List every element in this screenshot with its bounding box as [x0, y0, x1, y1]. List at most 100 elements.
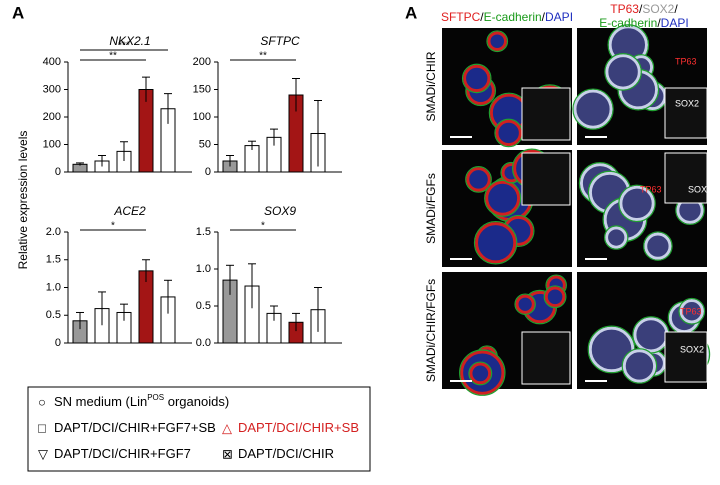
row-label: SMADi/CHIR — [424, 51, 438, 121]
inset-label: SOX2 — [688, 184, 712, 194]
y-tick-label: 1.5 — [196, 226, 211, 238]
cell-membrane — [618, 184, 656, 223]
cell-cluster — [633, 317, 669, 353]
cell-membrane — [643, 231, 673, 261]
cell-cluster — [487, 31, 508, 51]
image-header-part: DAPI — [661, 16, 689, 30]
cell-membrane — [484, 179, 522, 217]
y-tick-label: 100 — [193, 111, 211, 123]
significance-label: ** — [259, 51, 267, 62]
legend-label-part: organoids) — [164, 394, 229, 409]
panel-letter: A — [405, 3, 417, 22]
y-axis-label: Relative expression levels — [16, 131, 30, 270]
y-tick-label: 100 — [43, 138, 61, 150]
panel-letter: A — [12, 3, 24, 22]
cell-membrane — [486, 30, 509, 53]
y-tick-label: 200 — [193, 56, 211, 68]
legend-label: DAPT/DCI/CHIR+FGF7 — [54, 446, 191, 461]
cell-membrane — [473, 220, 518, 265]
cell-cluster — [605, 226, 628, 249]
cell-cluster — [469, 362, 492, 385]
y-tick-label: 0 — [55, 166, 61, 178]
legend-label: SN medium (LinPOS organoids) — [54, 393, 229, 409]
inset-label: TP63 — [680, 306, 702, 316]
inset-label: SOX2 — [680, 344, 704, 354]
cell-cluster — [466, 167, 491, 192]
cell-membrane — [465, 166, 492, 193]
y-tick-label: 0.5 — [46, 309, 61, 321]
inset — [664, 331, 708, 383]
cell-membrane — [514, 293, 536, 315]
significance-label: * — [111, 221, 115, 232]
inset — [521, 331, 571, 385]
legend-label-part: DAPT/DCI/CHIR+SB — [238, 420, 359, 435]
inset — [664, 152, 708, 204]
y-tick-label: 400 — [43, 56, 61, 68]
y-tick-label: 0.0 — [196, 337, 211, 349]
image-header-part: / — [480, 10, 484, 24]
legend-symbol: △ — [222, 420, 232, 435]
row-label: SMADi/FGFs — [424, 173, 438, 244]
inset-label: TP63 — [640, 184, 662, 194]
legend-label-part: POS — [147, 393, 164, 402]
legend-label-part: SN medium (Lin — [54, 394, 147, 409]
significance-label: * — [261, 221, 265, 232]
image-header-part: E-cadherin — [599, 16, 657, 30]
cell-membrane — [604, 53, 642, 91]
legend-label: DAPT/DCI/CHIR+FGF7+SB — [54, 420, 216, 435]
cell-cluster — [495, 119, 522, 147]
legend-label-part: DAPT/DCI/CHIR — [238, 446, 334, 461]
cell-cluster — [679, 299, 705, 324]
legend-box — [27, 386, 371, 472]
cell-membrane — [468, 361, 493, 386]
image-header-part: E-cadherin — [484, 10, 542, 24]
chart-title: SOX9 — [264, 204, 296, 218]
inset — [521, 87, 571, 141]
cell-cluster — [622, 349, 657, 383]
cell-cluster — [619, 185, 655, 222]
legend-symbol: ▽ — [38, 446, 48, 461]
cell-membrane — [543, 285, 567, 309]
row-label: SMADi/CHIR/FGFs — [424, 279, 438, 382]
cell-membrane — [621, 348, 658, 384]
image-header-part: / — [639, 2, 643, 16]
legend-label: DAPT/DCI/CHIR+SB — [238, 420, 359, 435]
cell-cluster — [644, 232, 672, 260]
y-tick-label: 1.0 — [196, 263, 211, 275]
cell-membrane — [461, 63, 492, 94]
image-header-part: DAPI — [545, 10, 573, 24]
image-header-part: / — [542, 10, 546, 24]
chart-title: ACE2 — [113, 204, 146, 218]
legend-symbol: ⊠ — [222, 446, 233, 461]
y-tick-label: 200 — [43, 111, 61, 123]
y-tick-label: 0.5 — [196, 300, 211, 312]
legend-symbol: ○ — [38, 394, 46, 409]
cell-membrane — [603, 225, 629, 250]
cell-cluster — [605, 54, 641, 90]
legend-symbol: □ — [38, 420, 46, 435]
y-tick-label: 1.0 — [46, 281, 61, 293]
y-tick-label: 50 — [199, 138, 211, 150]
image-header-part: SOX2 — [642, 2, 674, 16]
image-header: E-cadherin/DAPI — [599, 16, 688, 30]
image-header: SFTPC/E-cadherin/DAPI — [441, 10, 573, 24]
image-header: TP63/SOX2/ — [610, 2, 678, 16]
inset-label: SOX2 — [675, 98, 699, 108]
y-tick-label: 1.5 — [46, 254, 61, 266]
chart-title: SFTPC — [260, 34, 300, 48]
chart-title: NKX2.1 — [109, 34, 150, 48]
inset — [521, 152, 571, 206]
cell-membrane — [459, 349, 506, 396]
legend-label: DAPT/DCI/CHIR — [238, 446, 334, 461]
image-header-part: TP63 — [610, 2, 639, 16]
legend-label-part: DAPT/DCI/CHIR+FGF7 — [54, 446, 191, 461]
significance-label: *** — [118, 41, 130, 52]
significance-label: ** — [109, 51, 117, 62]
cell-membrane — [678, 297, 706, 325]
y-tick-label: 150 — [193, 83, 211, 95]
cell-cluster — [515, 294, 535, 314]
y-tick-label: 2.0 — [46, 226, 61, 238]
cell-cluster — [485, 180, 521, 216]
